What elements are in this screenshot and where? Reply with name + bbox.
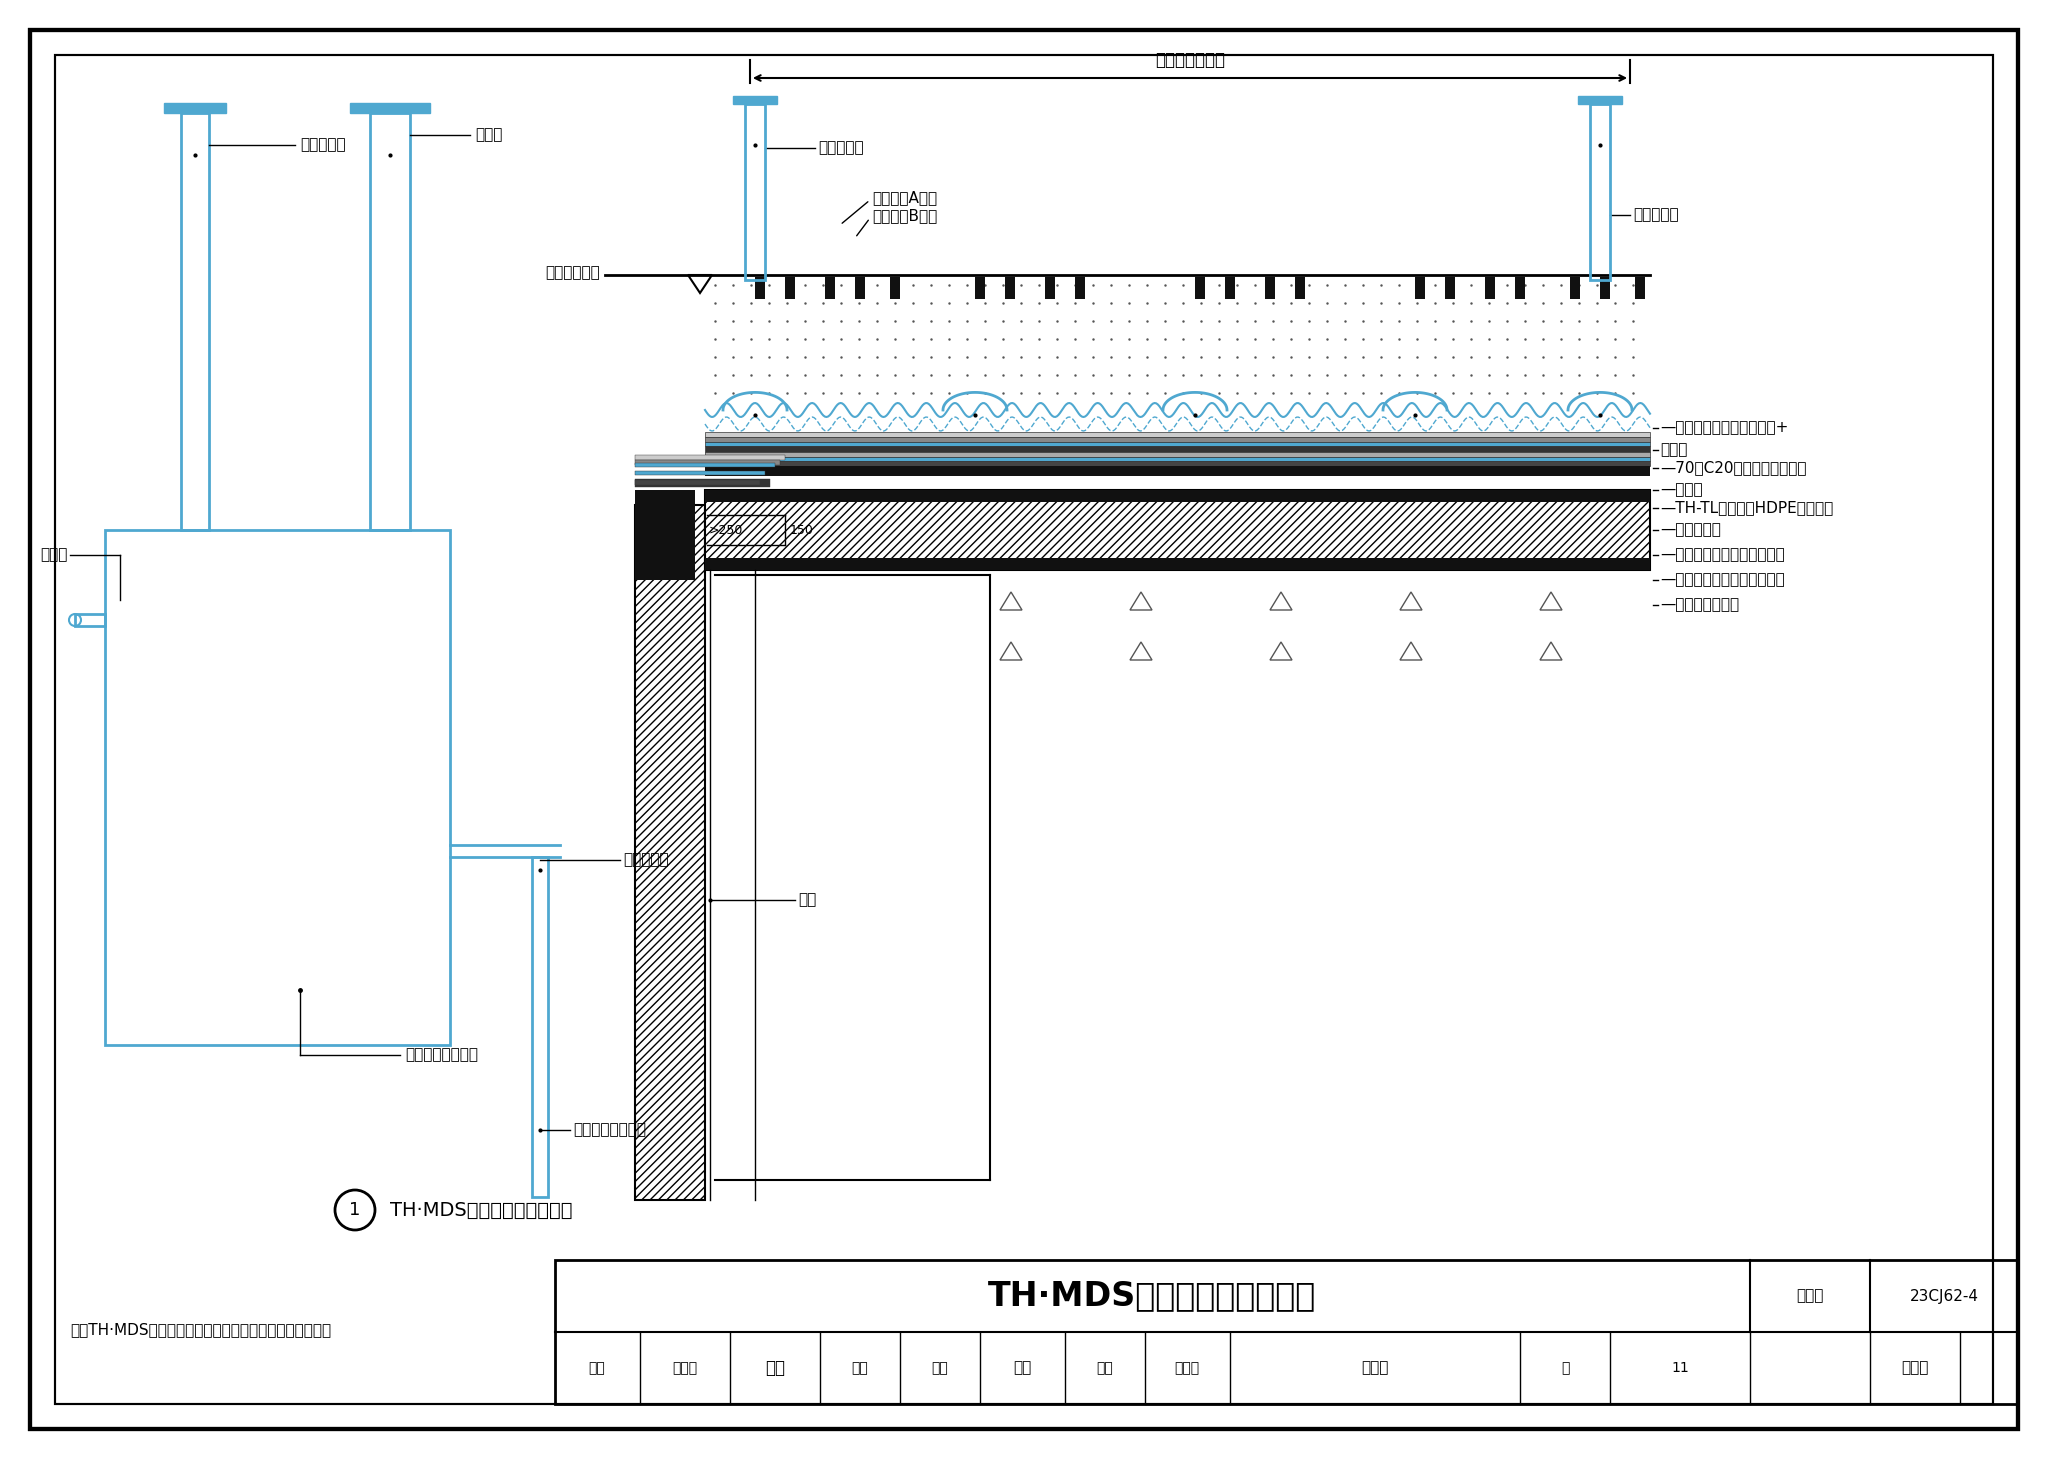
Bar [745, 104, 766, 280]
Bar [1589, 104, 1610, 280]
Text: 智能监测电子模块: 智能监测电子模块 [573, 1122, 645, 1138]
Bar [1516, 277, 1526, 299]
Text: 室外地面标高: 室外地面标高 [545, 266, 600, 280]
Bar [635, 480, 760, 484]
Text: 校对: 校对 [852, 1361, 868, 1374]
Text: 观察井: 观察井 [475, 127, 502, 143]
Text: 透气观察管: 透气观察管 [1632, 207, 1679, 223]
Text: —隔离层: —隔离层 [1661, 483, 1702, 498]
Bar [647, 490, 651, 505]
Bar [705, 457, 1651, 461]
Bar [104, 530, 451, 1045]
Text: 张明: 张明 [932, 1361, 948, 1374]
Bar [705, 461, 1651, 465]
Text: 页: 页 [1561, 1361, 1569, 1374]
Bar [371, 112, 410, 530]
Bar [1075, 277, 1085, 299]
Bar [532, 856, 549, 1196]
Text: 23CJ62-4: 23CJ62-4 [1909, 1288, 1978, 1303]
Text: 150: 150 [791, 524, 813, 537]
Bar [1446, 277, 1454, 299]
Bar [164, 104, 225, 112]
Bar [1006, 277, 1016, 299]
Bar [705, 446, 1651, 452]
Text: 肖华春: 肖华春 [672, 1361, 698, 1374]
Bar [664, 490, 668, 505]
Bar [1266, 277, 1276, 299]
Text: 集水笼外包土工布: 集水笼外包土工布 [406, 1048, 477, 1062]
Text: —找平层（见具体工程设计）: —找平层（见具体工程设计） [1661, 547, 1784, 563]
Text: 张征标: 张征标 [1901, 1360, 1929, 1376]
Bar [643, 490, 647, 505]
Bar [653, 490, 657, 505]
Bar [1044, 277, 1055, 299]
Bar [555, 1261, 2017, 1404]
Bar [854, 277, 864, 299]
Text: —防水混凝土顶板: —防水混凝土顶板 [1661, 598, 1739, 613]
Bar [825, 277, 836, 299]
Bar [975, 277, 985, 299]
Text: 张征标: 张征标 [1362, 1360, 1389, 1376]
Bar [891, 277, 899, 299]
Bar [635, 463, 774, 467]
Bar [1225, 277, 1235, 299]
Bar [180, 112, 209, 530]
Text: >250: >250 [709, 524, 743, 537]
Bar [635, 479, 770, 487]
Bar [76, 614, 104, 626]
Text: —70厚C20细石混凝土保护层: —70厚C20细石混凝土保护层 [1661, 461, 1806, 476]
Text: —普通防水层: —普通防水层 [1661, 522, 1720, 537]
Bar [784, 277, 795, 299]
Text: 11: 11 [1671, 1361, 1690, 1374]
Text: 设计: 设计 [1096, 1361, 1114, 1374]
Bar [1579, 96, 1622, 104]
Text: 侧墙: 侧墙 [799, 893, 817, 907]
Text: 导流槽: 导流槽 [1661, 442, 1688, 458]
Bar [635, 490, 694, 581]
Bar [705, 465, 1651, 476]
Text: 溢水管: 溢水管 [41, 547, 68, 563]
Text: 弪仗: 弪仗 [766, 1358, 784, 1377]
Bar [705, 557, 1651, 570]
Bar [1571, 277, 1579, 299]
Bar [635, 471, 766, 476]
Bar [657, 490, 662, 505]
Bar [705, 452, 1651, 457]
Text: 导流槽（B型）: 导流槽（B型） [872, 209, 938, 223]
Text: 虚吸排水管: 虚吸排水管 [623, 852, 668, 868]
Bar [1194, 277, 1204, 299]
Text: TH·MDS防、排水系统示意图: TH·MDS防、排水系统示意图 [987, 1280, 1317, 1313]
Bar [635, 460, 780, 465]
Text: —TH-TL耐根穿刺HDPE防水卷材: —TH-TL耐根穿刺HDPE防水卷材 [1661, 500, 1833, 515]
Text: 审核: 审核 [588, 1361, 606, 1374]
Text: 注：TH·MDS排水系统设计及配件的设置见具体工程设计。: 注：TH·MDS排水系统设计及配件的设置见具体工程设计。 [70, 1322, 332, 1338]
Bar [756, 277, 766, 299]
Text: —复合异型片（凸点向上）+: —复合异型片（凸点向上）+ [1661, 420, 1788, 435]
Text: 张征标: 张征标 [1174, 1361, 1200, 1374]
Bar [733, 96, 776, 104]
Text: 导流槽（A型）: 导流槽（A型） [872, 191, 938, 206]
Bar [1634, 277, 1645, 299]
Bar [705, 442, 1651, 446]
Text: 见具体工程设计: 见具体工程设计 [1155, 51, 1225, 69]
Text: —保温层（见具体工程设计）: —保温层（见具体工程设计） [1661, 572, 1784, 588]
Bar [1485, 277, 1495, 299]
Text: 1: 1 [350, 1201, 360, 1220]
Text: 透气观察管: 透气观察管 [817, 140, 864, 156]
Bar [705, 432, 1651, 438]
Bar [705, 490, 1651, 570]
Bar [1415, 277, 1425, 299]
Text: 透气观察管: 透气观察管 [299, 137, 346, 153]
Bar [635, 505, 705, 1199]
Bar [635, 455, 784, 460]
Bar [705, 490, 1651, 502]
Bar [1599, 277, 1610, 299]
Text: 图集号: 图集号 [1796, 1288, 1823, 1303]
Bar [350, 104, 430, 112]
Bar [1294, 277, 1305, 299]
Text: TH·MDS防、排水系统示意图: TH·MDS防、排水系统示意图 [389, 1201, 573, 1220]
Text: 张明: 张明 [1014, 1360, 1030, 1376]
Bar [705, 438, 1651, 442]
